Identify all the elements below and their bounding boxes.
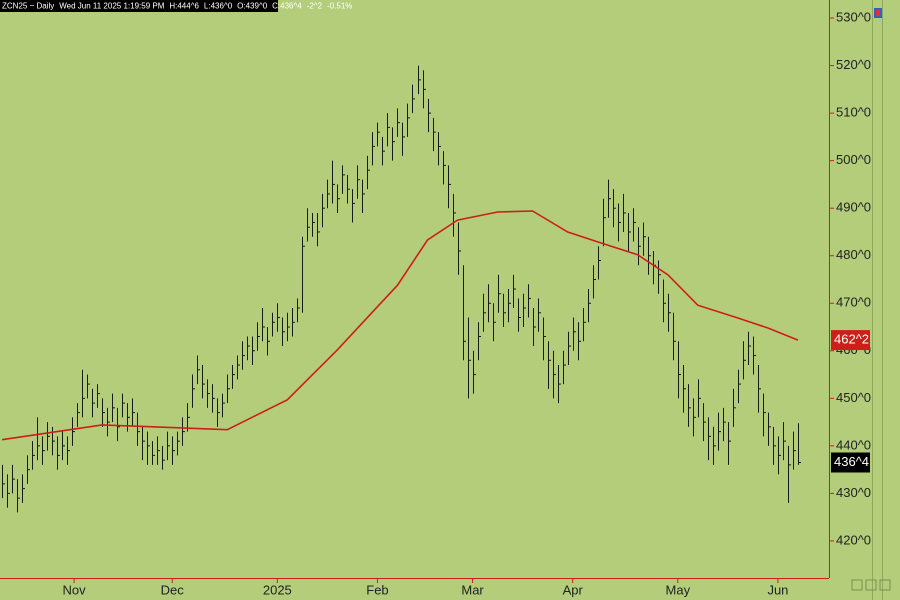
zoom-button[interactable] xyxy=(851,579,863,591)
ma-label-box xyxy=(831,330,870,351)
y-tick-label: 470^0 xyxy=(836,295,871,310)
ma-label: 462^2 xyxy=(834,332,869,347)
last-price-box xyxy=(831,452,870,473)
header-text: C:436^4 xyxy=(272,2,302,11)
header: ZCN25 ~ Daily Wed Jun 11 2025 1:19:59 PM H… xyxy=(2,2,352,11)
x-tick-label: 2025 xyxy=(263,582,292,597)
y-tick-label: 500^0 xyxy=(836,152,871,167)
y-tick-label: 510^0 xyxy=(836,105,871,120)
header-text: -2^2 xyxy=(307,2,323,11)
x-tick-label: Apr xyxy=(563,582,584,597)
header-text: H:444^6 xyxy=(169,2,199,11)
y-tick-label: 520^0 xyxy=(836,57,871,72)
x-tick-label: Jun xyxy=(767,582,788,597)
header-text: L:436^0 xyxy=(204,2,233,11)
x-tick-label: May xyxy=(666,582,691,597)
y-tick-label: 440^0 xyxy=(836,437,871,452)
zoom-button[interactable] xyxy=(865,579,877,591)
moving-average xyxy=(1,210,799,441)
header-text: O:439^0 xyxy=(237,2,268,11)
y-tick-label: 450^0 xyxy=(836,390,871,405)
y-tick-label: 480^0 xyxy=(836,247,871,262)
header-bar xyxy=(0,0,278,12)
last-price-label: 436^4 xyxy=(834,454,869,469)
header-text: Wed Jun 11 2025 1:19:59 PM xyxy=(59,2,164,11)
y-tick-label: 530^0 xyxy=(836,10,871,25)
settings-icon[interactable] xyxy=(876,10,880,16)
x-tick-label: Feb xyxy=(366,582,388,597)
x-tick-label: Dec xyxy=(161,582,185,597)
y-tick-label: 490^0 xyxy=(836,200,871,215)
x-tick-label: Mar xyxy=(461,582,484,597)
header-text: -0.51% xyxy=(327,2,352,11)
header-text: ZCN25 ~ Daily xyxy=(2,2,54,11)
x-tick-label: Nov xyxy=(63,582,87,597)
zoom-button[interactable] xyxy=(879,579,891,591)
y-tick-label: 420^0 xyxy=(836,532,871,547)
y-tick-label: 430^0 xyxy=(836,485,871,500)
